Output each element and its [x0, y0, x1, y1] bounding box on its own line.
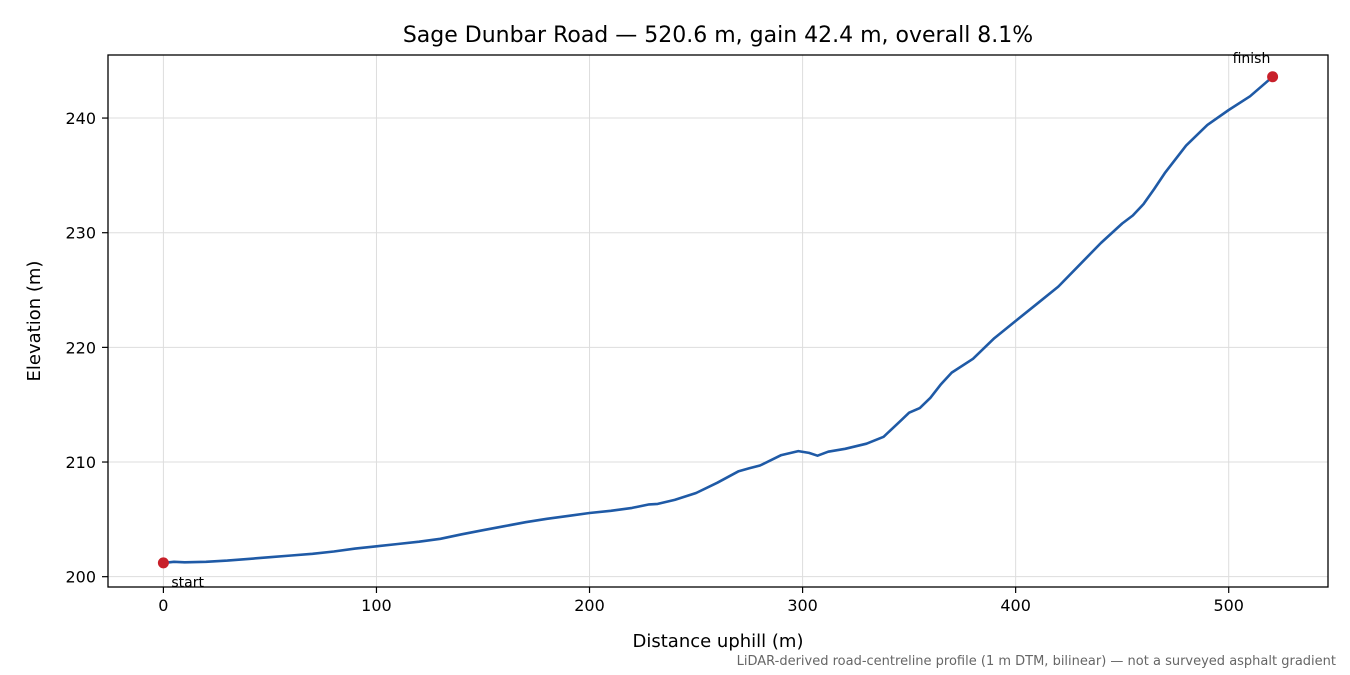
x-axis-title: Distance uphill (m) — [633, 631, 804, 652]
finish-marker — [1267, 71, 1279, 83]
x-tick-label: 200 — [574, 596, 605, 615]
start-marker — [157, 557, 169, 569]
elevation-line — [163, 75, 1274, 565]
y-tick-label: 240 — [65, 109, 96, 128]
chart-title: Sage Dunbar Road — 520.6 m, gain 42.4 m,… — [403, 23, 1033, 48]
y-tick-label: 210 — [65, 453, 96, 472]
ticks: 0 100 200 300 400 500 200 210 220 230 240 — [65, 109, 1244, 615]
finish-label: finish — [1233, 51, 1271, 67]
plot-area-frame — [107, 54, 1329, 588]
series-layer — [163, 75, 1274, 565]
x-tick-label: 400 — [1000, 596, 1031, 615]
start-label: start — [171, 575, 204, 591]
x-tick-label: 100 — [361, 596, 392, 615]
x-tick-label: 0 — [158, 596, 168, 615]
x-tick-label: 500 — [1213, 596, 1244, 615]
y-tick-label: 220 — [65, 338, 96, 357]
y-tick-label: 200 — [65, 568, 96, 587]
footnote: LiDAR-derived road-centreline profile (1… — [737, 654, 1336, 669]
x-tick-label: 300 — [787, 596, 818, 615]
y-tick-label: 230 — [65, 224, 96, 243]
y-axis-title: Elevation (m) — [24, 261, 45, 382]
